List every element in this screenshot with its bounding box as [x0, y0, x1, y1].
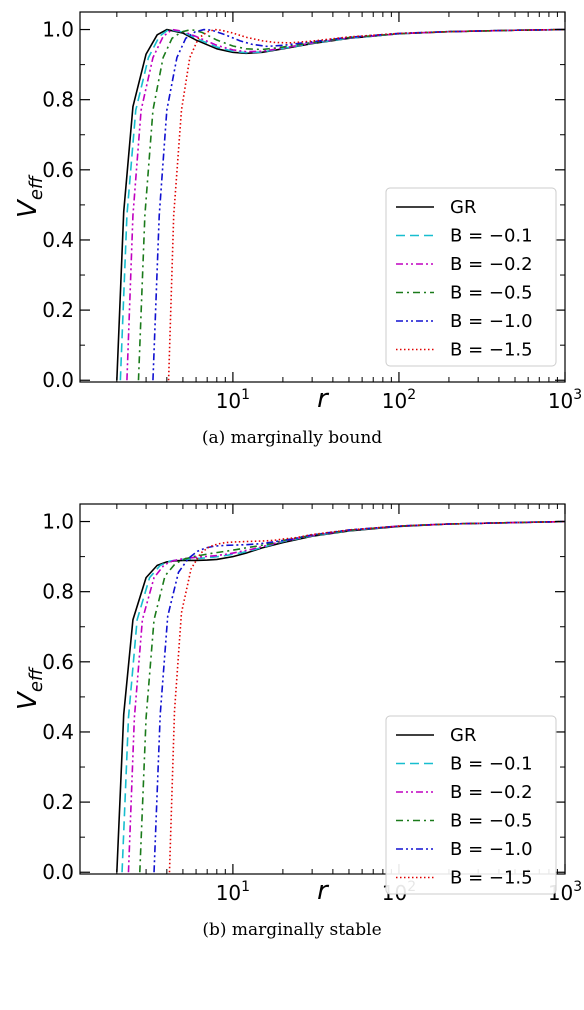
legend-label: B = −0.5: [450, 283, 533, 304]
series-line-5: [168, 520, 565, 873]
legend-box: [385, 715, 557, 895]
legend-label: B = −1.5: [450, 340, 533, 361]
legend-label: B = −0.1: [450, 754, 533, 775]
x-tick-label: 103: [548, 387, 582, 413]
y-tick-label: 0.2: [42, 790, 74, 814]
legend-label: B = −0.1: [450, 226, 533, 247]
y-tick-label: 0.4: [42, 228, 74, 252]
legend-label: GR: [450, 197, 476, 218]
y-axis-title: Veff: [13, 666, 47, 710]
y-tick-label: 1.0: [42, 510, 74, 534]
series-line-2: [127, 520, 565, 873]
series-line-3: [139, 520, 565, 873]
legend-label: GR: [450, 725, 476, 746]
legend: GR B = −0.1 B = −0.2 B = −0.5 B = −1.0 B = −1…: [385, 715, 557, 895]
y-axis-title: Veff: [13, 174, 47, 218]
series-line-4: [152, 28, 565, 381]
y-tick-label: 1.0: [42, 18, 74, 42]
y-tick-label: 0.0: [42, 368, 74, 392]
y-tick-label: 0.6: [42, 158, 74, 182]
y-tick-label: 0.0: [42, 860, 74, 884]
axes-frame: [79, 11, 566, 383]
legend-label: B = −0.2: [450, 782, 533, 803]
y-tick-label: 0.2: [42, 298, 74, 322]
axes-frame: [79, 503, 566, 875]
y-tick-label: 0.4: [42, 720, 74, 744]
legend-label: B = −0.5: [450, 811, 533, 832]
x-tick-label: 102: [382, 387, 416, 413]
legend-label: B = −1.0: [450, 839, 533, 860]
legend-label: B = −1.5: [450, 868, 533, 889]
y-tick-label: 0.8: [42, 88, 74, 112]
figure-caption: (b) marginally stable: [202, 920, 381, 940]
figure-caption: (a) marginally bound: [202, 428, 382, 448]
x-tick-label: 101: [216, 387, 250, 413]
x-axis-title: r: [317, 876, 330, 906]
x-axis-title: r: [317, 384, 330, 414]
legend-label: B = −0.2: [450, 254, 533, 275]
legend: GR B = −0.1 B = −0.2 B = −0.5 B = −1.0 B = −1…: [385, 187, 557, 367]
legend-box: [385, 187, 557, 367]
legend-label: B = −1.0: [450, 311, 533, 332]
plot-area: [116, 28, 565, 381]
plot-area: [116, 520, 565, 873]
y-tick-label: 0.8: [42, 580, 74, 604]
y-tick-label: 0.6: [42, 650, 74, 674]
x-tick-label: 101: [216, 879, 250, 905]
panel-a: 101 102 103 0.0 0.2 0.4 0.6 0.8 1.0 r Veff GR B = −0…: [13, 11, 582, 448]
